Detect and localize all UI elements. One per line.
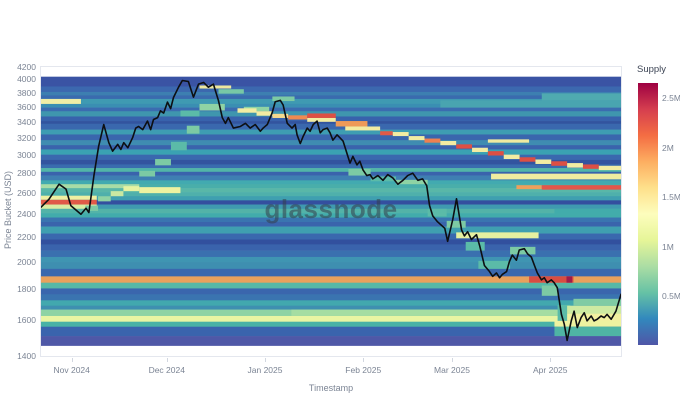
y-tick-label: 2600 [17,187,36,198]
x-tick-label: Feb 2025 [345,365,382,375]
supply-colorbar [638,83,658,345]
y-tick-label: 3600 [17,102,36,113]
y-tick-label: 3000 [17,150,36,160]
y-tick-label: 3800 [17,87,36,98]
y-tick-label: 4000 [17,74,36,85]
plot-area [40,66,622,357]
x-axis-title: Timestamp [308,383,354,393]
x-tick-label: Apr 2025 [533,365,568,375]
y-tick-label: 3200 [17,133,36,144]
x-tick-mark [71,358,73,362]
y-tick-label: 1400 [17,350,36,361]
x-tick-mark [265,358,267,362]
legend-tick-label: 0.5M [662,291,680,302]
y-tick-label: 2800 [17,168,36,179]
legend-tick-label: 2.5M [662,93,680,104]
y-tick-label: 4200 [17,61,36,72]
legend-tick-label: 1M [662,241,674,252]
y-tick-label: 2200 [17,231,36,242]
y-tick-label: 2400 [17,208,36,219]
x-tick-mark [166,358,168,362]
supply-legend: Supply 2.5M 2M 1.5M 1M 0.5M [636,64,680,364]
legend-title: Supply [637,64,667,75]
x-tick-mark [452,358,454,362]
y-tick-label: 1600 [17,315,36,326]
x-tick-label: Mar 2025 [434,365,470,375]
y-tick-label: 1800 [17,284,36,295]
legend-tick-label: 2M [662,142,674,153]
x-tick-label: Jan 2025 [247,365,283,375]
y-tick-label: 2000 [17,256,36,267]
y-tick-label: 3400 [17,117,36,128]
x-tick-mark [550,358,552,362]
x-tick-mark [363,358,365,362]
legend-tick-label: 1.5M [662,192,680,203]
x-tick-label: Dec 2024 [148,365,185,375]
supply-heatmap-canvas [41,67,621,356]
x-tick-label: Nov 2024 [53,365,90,375]
